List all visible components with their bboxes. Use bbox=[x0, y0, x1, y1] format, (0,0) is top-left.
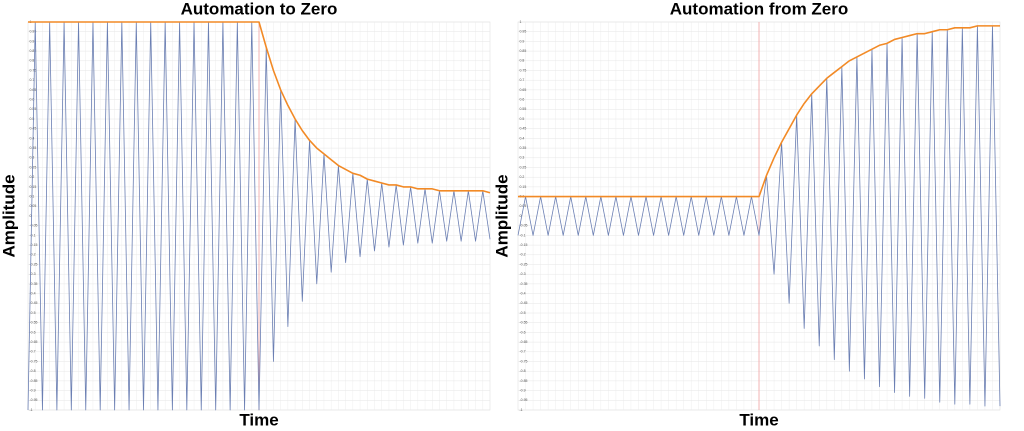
y-tick-label: -0.95 bbox=[30, 398, 38, 402]
y-tick-label: 0.05 bbox=[30, 204, 37, 208]
y-tick-label: -0.6 bbox=[520, 330, 526, 334]
y-tick-label: 0.85 bbox=[30, 49, 37, 53]
y-tick-label: -0.4 bbox=[520, 292, 526, 296]
y-tick-label: -0.45 bbox=[520, 301, 528, 305]
y-tick-label: 0.85 bbox=[520, 49, 527, 53]
y-axis-label: Amplitude bbox=[0, 174, 18, 257]
y-tick-label: 0.5 bbox=[30, 117, 35, 121]
y-tick-label: -0.3 bbox=[30, 272, 36, 276]
y-tick-label: -0.8 bbox=[30, 369, 36, 373]
y-tick-label: -0.25 bbox=[30, 262, 38, 266]
y-tick-label: 0.95 bbox=[30, 30, 37, 34]
y-tick-label: -0.55 bbox=[30, 321, 38, 325]
chart-title: Automation from Zero bbox=[670, 0, 849, 18]
y-tick-label: 0.4 bbox=[520, 136, 525, 140]
y-tick-label: -0.15 bbox=[30, 243, 38, 247]
y-tick-label: -0.85 bbox=[30, 379, 38, 383]
y-tick-label: -0.75 bbox=[30, 359, 38, 363]
y-tick-label: -0.7 bbox=[30, 350, 36, 354]
y-tick-label: -0.35 bbox=[30, 282, 38, 286]
series-line bbox=[517, 25, 1001, 407]
y-tick-label: -1 bbox=[520, 408, 523, 412]
y-tick-label: -0.65 bbox=[30, 340, 38, 344]
y-tick-label: 0.9 bbox=[30, 39, 35, 43]
y-tick-label: -0.35 bbox=[520, 282, 528, 286]
y-tick-label: -0.5 bbox=[520, 311, 526, 315]
y-tick-label: 0 bbox=[30, 214, 32, 218]
y-tick-label: -0.2 bbox=[520, 253, 526, 257]
y-tick-label: 0.45 bbox=[520, 127, 527, 131]
y-tick-label: 0.8 bbox=[520, 59, 525, 63]
y-tick-label: -0.25 bbox=[520, 262, 528, 266]
y-tick-label: 0.55 bbox=[30, 107, 37, 111]
chart-title: Automation to Zero bbox=[181, 0, 338, 18]
y-tick-label: -0.2 bbox=[30, 253, 36, 257]
y-tick-label: 0.3 bbox=[520, 156, 525, 160]
y-tick-label: -0.95 bbox=[520, 398, 528, 402]
y-tick-label: -1 bbox=[30, 408, 33, 412]
y-tick-label: 0.25 bbox=[520, 165, 527, 169]
y-tick-label: 0.9 bbox=[520, 39, 525, 43]
y-tick-label: -0.9 bbox=[30, 389, 36, 393]
y-tick-label: 0.35 bbox=[520, 146, 527, 150]
y-tick-label: -0.1 bbox=[520, 233, 526, 237]
y-tick-label: -0.4 bbox=[30, 292, 36, 296]
y-axis-label: Amplitude bbox=[492, 174, 511, 257]
y-tick-label: -0.9 bbox=[520, 389, 526, 393]
y-tick-label: -0.05 bbox=[520, 224, 528, 228]
y-tick-label: -0.15 bbox=[520, 243, 528, 247]
y-tick-label: 0.15 bbox=[520, 185, 527, 189]
y-tick-label: 0.4 bbox=[30, 136, 35, 140]
series-line bbox=[28, 21, 491, 194]
x-axis-label: Time bbox=[239, 410, 278, 429]
y-tick-label: -0.55 bbox=[520, 321, 528, 325]
y-tick-label: 0.95 bbox=[520, 30, 527, 34]
y-tick-label: -0.85 bbox=[520, 379, 528, 383]
y-tick-label: 0.65 bbox=[30, 88, 37, 92]
y-tick-label: 0.65 bbox=[520, 88, 527, 92]
x-axis-label: Time bbox=[739, 410, 778, 429]
y-tick-label: 0.2 bbox=[520, 175, 525, 179]
y-tick-label: -0.05 bbox=[30, 224, 38, 228]
y-tick-label: 0.75 bbox=[30, 68, 37, 72]
y-tick-label: -0.7 bbox=[520, 350, 526, 354]
y-tick-label: 0.75 bbox=[520, 68, 527, 72]
y-tick-label: 0.25 bbox=[30, 165, 37, 169]
y-tick-label: -0.3 bbox=[520, 272, 526, 276]
y-tick-label: -0.6 bbox=[30, 330, 36, 334]
y-tick-label: -0.1 bbox=[30, 233, 36, 237]
y-tick-label: 0.7 bbox=[30, 78, 35, 82]
y-tick-label: 0.7 bbox=[520, 78, 525, 82]
y-tick-label: 1 bbox=[520, 20, 522, 24]
series-line bbox=[518, 25, 1000, 198]
y-tick-label: -0.5 bbox=[30, 311, 36, 315]
y-tick-label: 0.5 bbox=[520, 117, 525, 121]
y-tick-label: -0.8 bbox=[520, 369, 526, 373]
y-tick-label: 0.05 bbox=[520, 204, 527, 208]
series-line bbox=[27, 21, 491, 411]
y-tick-label: 0.6 bbox=[520, 98, 525, 102]
y-tick-label: -0.45 bbox=[30, 301, 38, 305]
y-tick-label: 0 bbox=[520, 214, 522, 218]
y-tick-label: 0.15 bbox=[30, 185, 37, 189]
y-tick-label: 0.8 bbox=[30, 59, 35, 63]
y-tick-label: -0.65 bbox=[520, 340, 528, 344]
y-tick-label: -0.75 bbox=[520, 359, 528, 363]
y-tick-label: 0.55 bbox=[520, 107, 527, 111]
y-tick-label: 0.3 bbox=[30, 156, 35, 160]
y-tick-label: 0.6 bbox=[30, 98, 35, 102]
